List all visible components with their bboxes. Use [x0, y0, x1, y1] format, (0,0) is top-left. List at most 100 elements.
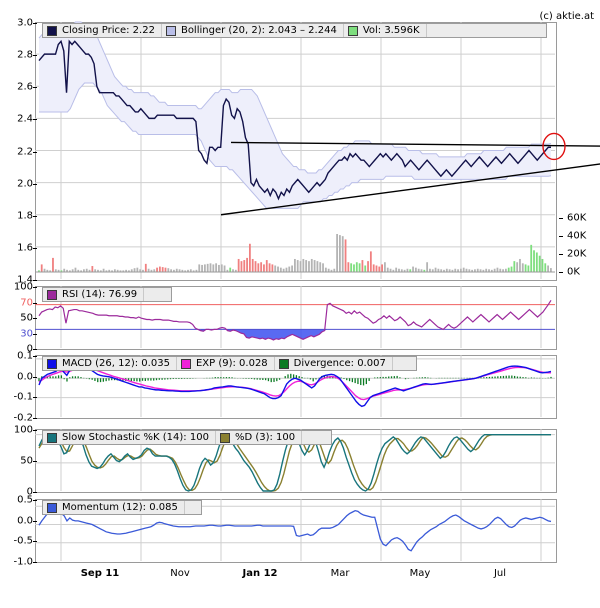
axis-tick-mark — [33, 151, 37, 153]
volume-bar — [136, 267, 139, 272]
axis-tick-label: 2.0 — [17, 178, 33, 190]
volume-bar — [398, 268, 400, 272]
volume-bar — [423, 269, 426, 272]
volume-bar — [156, 267, 158, 272]
volume-bar — [302, 258, 305, 272]
axis-tick-label: 50 — [20, 455, 33, 467]
axis-tick-label: 30 — [20, 328, 33, 339]
axis-tick-label: 2.8 — [17, 49, 33, 61]
legend-filler — [144, 288, 171, 301]
volume-bar — [527, 265, 530, 272]
legend-item-label: Vol: 3.596K — [362, 24, 420, 36]
volume-bar — [150, 269, 153, 272]
volume-bar — [299, 261, 302, 272]
legend-item-macd[interactable]: MACD (26, 12): 0.035 — [43, 357, 177, 370]
axis-tick-label: 0 — [26, 343, 33, 355]
volume-bar — [516, 262, 519, 272]
axis-tick-label: 100 — [13, 281, 33, 293]
axis-tick-label: 2.6 — [17, 81, 33, 93]
volume-bar — [288, 266, 291, 272]
volume-bar — [116, 269, 119, 272]
volume-axis-tick-label: 40K — [567, 230, 587, 242]
volume-bar — [310, 258, 313, 272]
axis-tick-label: 50 — [20, 312, 33, 324]
momentum-y-axis: 0.5 0.0 -0.5 -1.0 — [0, 495, 37, 568]
volume-bar — [108, 269, 111, 272]
volume-bar — [74, 267, 77, 272]
bollinger-upper-line — [38, 21, 552, 174]
axis-tick-mark — [33, 500, 37, 501]
volume-bar — [226, 269, 229, 272]
volume-bar — [80, 270, 82, 272]
legend-item-bollinger[interactable]: Bollinger (20, 2): 2.043 – 2.244 — [162, 24, 344, 37]
legend-item-volume[interactable]: Vol: 3.596K — [344, 24, 427, 37]
plot-rsi-svg — [35, 286, 555, 348]
volume-bar — [119, 270, 122, 272]
exp-line — [38, 366, 551, 401]
axis-tick-mark — [33, 280, 37, 281]
volume-bar — [353, 264, 355, 272]
legend-item-momentum[interactable]: Momentum (12): 0.085 — [43, 501, 185, 514]
volume-bar — [502, 269, 504, 272]
legend-item-exp[interactable]: EXP (9): 0.028 — [177, 357, 275, 370]
volume-bar — [144, 263, 147, 272]
volume-bar — [324, 267, 327, 272]
volume-bar — [251, 258, 254, 272]
volume-bar — [474, 269, 476, 272]
volume-bar — [454, 268, 457, 272]
volume-bar — [218, 264, 220, 272]
volume-bar — [513, 261, 516, 272]
axis-tick-label: 1.6 — [17, 242, 33, 254]
volume-bar — [192, 270, 195, 272]
axis-tick-mark — [33, 356, 37, 357]
volume-bar — [105, 270, 108, 272]
closing-price-swatch-icon — [47, 25, 57, 36]
volume-axis-tick-label: 60K — [567, 212, 587, 224]
volume-bar — [386, 267, 389, 272]
volume-bar — [547, 265, 549, 272]
volume-bar — [535, 252, 538, 272]
volume-bar — [479, 269, 482, 272]
legend-filler — [393, 357, 416, 370]
legend-item-label: RSI (14): 76.99 — [62, 288, 138, 300]
volume-bar — [507, 267, 510, 272]
volume-axis-tick-label: 0K — [567, 266, 580, 278]
volume-axis-tick-mark — [559, 236, 563, 237]
legend-item-stoch-k[interactable]: Slow Stochastic %K (14): 100 — [43, 431, 216, 444]
rsi-plot-area[interactable] — [35, 286, 557, 350]
volume-bar — [206, 263, 209, 272]
copyright-label: (c) aktie.at — [539, 11, 594, 22]
axis-tick-mark — [33, 287, 37, 288]
volume-bar — [71, 269, 74, 272]
volume-bar — [102, 268, 105, 272]
volume-bar — [538, 255, 541, 272]
volume-bar — [257, 263, 260, 272]
axis-tick-mark — [33, 430, 37, 431]
volume-bar — [341, 236, 344, 272]
axis-tick-label: 0.0 — [17, 515, 33, 527]
legend-item-divergence[interactable]: Divergence: 0.007 — [275, 357, 393, 370]
legend-item-closing-price[interactable]: Closing Price: 2.22 — [43, 24, 162, 37]
resistance-trendline — [230, 141, 600, 147]
legend-item-rsi[interactable]: RSI (14): 76.99 — [43, 288, 145, 301]
rsi-line — [38, 299, 552, 341]
legend-item-label: Momentum (12): 0.085 — [62, 501, 178, 513]
volume-bar — [243, 260, 246, 272]
volume-bar — [83, 269, 85, 272]
volume-bar — [40, 264, 43, 272]
legend-item-label: EXP (9): 0.028 — [195, 357, 268, 369]
volume-bar — [113, 269, 116, 272]
macd-plot-area[interactable] — [35, 355, 557, 419]
volume-bar — [195, 269, 198, 272]
legend-item-stoch-d[interactable]: %D (3): 100 — [216, 431, 303, 444]
volume-bar — [375, 265, 378, 272]
breakout-marker-icon — [542, 132, 566, 161]
price-plot-area[interactable] — [35, 21, 600, 281]
volume-bar — [482, 269, 485, 272]
volume-bar — [406, 268, 409, 272]
volume-bar — [164, 267, 167, 272]
volume-bar — [153, 269, 156, 272]
axis-tick-mark — [33, 397, 37, 399]
volume-bar — [223, 265, 226, 272]
